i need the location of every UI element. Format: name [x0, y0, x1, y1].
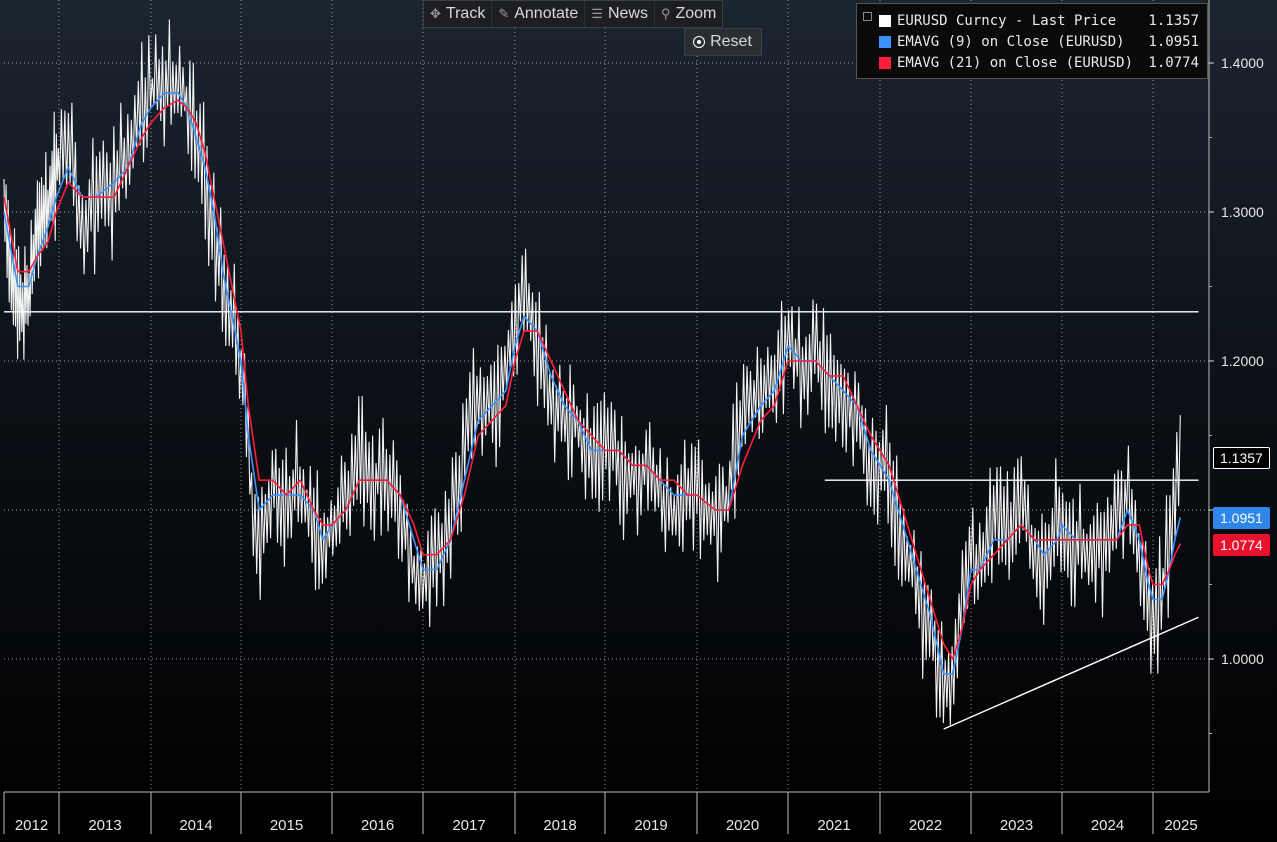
legend-value: 1.0774: [1148, 55, 1199, 71]
x-tick-label: 2022: [909, 817, 942, 834]
price-tag: 1.0774: [1213, 533, 1270, 556]
legend-swatch: [879, 36, 891, 48]
magnifier-icon: ⚲: [660, 6, 671, 21]
x-tick-label: 2024: [1091, 817, 1124, 834]
legend-label: EURUSD Curncy - Last Price: [897, 13, 1117, 29]
x-tick-label: 2025: [1164, 817, 1197, 834]
news-icon: ☰: [591, 6, 603, 21]
x-tick-label: 2023: [1000, 817, 1033, 834]
news-label: News: [607, 5, 648, 22]
legend-label: EMAVG (9) on Close (EURUSD): [897, 34, 1125, 50]
legend-entry-ema9[interactable]: EMAVG (9) on Close (EURUSD) 1.0951: [879, 32, 1199, 52]
price-tag: 1.0951: [1213, 507, 1270, 530]
radio-dot-icon: [694, 37, 705, 47]
y-tick-label: 1.3000: [1221, 204, 1264, 220]
legend-entry-price[interactable]: EURUSD Curncy - Last Price 1.1357: [879, 11, 1199, 31]
legend-value: 1.1357: [1148, 13, 1199, 29]
legend-value: 1.0951: [1148, 34, 1199, 50]
legend: EURUSD Curncy - Last Price 1.1357 EMAVG …: [856, 3, 1208, 79]
series-lines: [3, 19, 1182, 725]
reset-button[interactable]: Reset: [684, 28, 762, 56]
pencil-icon: ✎: [498, 6, 510, 21]
collapse-toggle[interactable]: [863, 12, 872, 21]
grid-lines: [4, 0, 1209, 792]
annotate-button[interactable]: ✎ Annotate: [492, 1, 586, 27]
zoom-button[interactable]: ⚲ Zoom: [655, 1, 722, 27]
x-tick-label: 2015: [270, 817, 303, 834]
x-tick-label: 2016: [361, 817, 394, 834]
x-tick-label: 2014: [179, 817, 212, 834]
track-label: Track: [445, 5, 486, 22]
series-line-ema9: [3, 92, 1182, 675]
legend-swatch: [879, 15, 891, 27]
x-tick-label: 2012: [15, 817, 48, 834]
x-tick-label: 2018: [543, 817, 576, 834]
y-tick-label: 1.2000: [1221, 353, 1264, 369]
annotate-label: Annotate: [514, 5, 579, 22]
track-button[interactable]: ✥ Track: [424, 1, 493, 27]
legend-label: EMAVG (21) on Close (EURUSD): [897, 55, 1134, 71]
legend-entry-ema21[interactable]: EMAVG (21) on Close (EURUSD) 1.0774: [879, 53, 1199, 73]
series-line-ema21: [3, 99, 1182, 660]
price-tag: 1.1357: [1213, 446, 1270, 469]
chart-toolbar: ✥ Track ✎ Annotate ☰ News ⚲ Zoom: [423, 0, 724, 28]
x-tick-label: 2021: [817, 817, 850, 834]
news-button[interactable]: ☰ News: [585, 1, 655, 27]
x-tick-label: 2013: [88, 817, 121, 834]
x-tick-label: 2017: [452, 817, 485, 834]
series-line-price: [3, 19, 1181, 725]
x-tick-label: 2019: [634, 817, 667, 834]
y-axis: 1.0000 1.2000 1.3000 1.4000: [1208, 0, 1264, 792]
x-tick-label: 2020: [726, 817, 759, 834]
y-tick-label: 1.0000: [1221, 651, 1264, 667]
legend-swatch: [879, 57, 891, 69]
reset-label: Reset: [710, 33, 752, 50]
crosshair-icon: ✥: [430, 6, 441, 21]
x-axis: 2012 2013 2014 2015 2016 2017 2018 2019 2020 2021…: [3, 791, 1209, 834]
zoom-label: Zoom: [675, 5, 717, 22]
trend-line: [943, 616, 1199, 730]
y-tick-label: 1.4000: [1221, 55, 1264, 71]
